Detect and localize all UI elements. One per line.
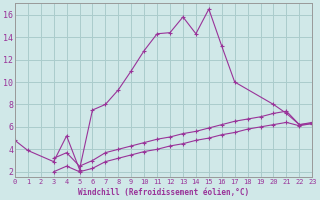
X-axis label: Windchill (Refroidissement éolien,°C): Windchill (Refroidissement éolien,°C): [78, 188, 249, 197]
